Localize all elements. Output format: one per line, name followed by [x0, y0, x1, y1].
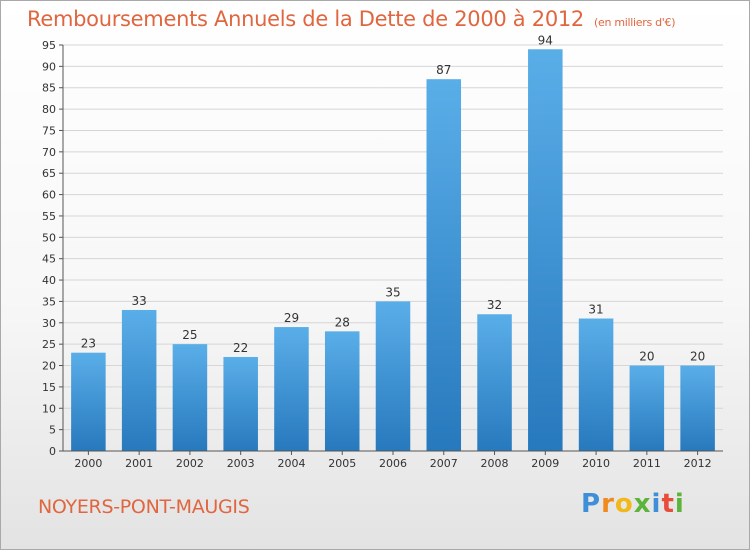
x-tick-label: 2006 [379, 457, 407, 470]
commune-name: NOYERS-PONT-MAUGIS [38, 496, 250, 518]
y-tick-label: 45 [42, 253, 56, 266]
logo-letter: r [601, 489, 615, 519]
chart-title: Remboursements Annuels de la Dette de 20… [27, 7, 675, 31]
x-tick-label: 2010 [582, 457, 610, 470]
y-tick-label: 25 [42, 338, 56, 351]
y-tick-label: 65 [42, 167, 56, 180]
bar[interactable] [477, 314, 512, 451]
bar[interactable] [324, 331, 360, 451]
bar-value-label: 29 [284, 311, 299, 325]
y-tick-label: 50 [42, 231, 56, 244]
x-tick-label: 2005 [328, 457, 356, 470]
x-tick-label: 2001 [125, 457, 153, 470]
x-tick-label: 2000 [74, 457, 102, 470]
bar[interactable] [121, 309, 157, 451]
bar-value-label: 22 [233, 341, 248, 355]
y-tick-label: 10 [42, 402, 56, 415]
logo-letter: i [674, 489, 685, 519]
chart-title-text: Remboursements Annuels de la Dette de 20… [27, 7, 584, 31]
bar-value-label: 32 [487, 298, 502, 312]
logo-letter: o [614, 489, 634, 519]
bar[interactable] [71, 352, 106, 451]
logo-letter: i [651, 489, 662, 519]
y-tick-label: 35 [42, 295, 56, 308]
chart-unit: (en milliers d'€) [594, 16, 676, 29]
y-tick-label: 85 [42, 82, 56, 95]
bar-value-label: 35 [385, 285, 400, 299]
logo-letter: P [581, 489, 602, 519]
y-tick-label: 90 [42, 60, 56, 73]
y-tick-label: 30 [42, 317, 56, 330]
x-tick-label: 2012 [684, 457, 712, 470]
proxiti-logo[interactable]: Proxiti [581, 489, 685, 519]
x-tick-label: 2002 [176, 457, 204, 470]
x-tick-label: 2011 [633, 457, 661, 470]
y-tick-label: 40 [42, 274, 56, 287]
y-tick-label: 0 [49, 445, 56, 458]
bar[interactable] [172, 344, 208, 451]
y-tick-label: 15 [42, 381, 56, 394]
y-tick-label: 5 [49, 424, 56, 437]
bar[interactable] [223, 356, 258, 451]
logo-letter: t [661, 489, 675, 519]
bar-value-label: 87 [436, 63, 451, 77]
bar-value-label: 20 [639, 350, 654, 364]
x-tick-label: 2009 [531, 457, 559, 470]
bar-value-label: 94 [538, 33, 553, 47]
bar-value-label: 28 [335, 315, 350, 329]
bar[interactable] [629, 365, 665, 451]
bar-value-label: 25 [182, 328, 197, 342]
x-tick-label: 2007 [430, 457, 458, 470]
y-tick-label: 55 [42, 210, 56, 223]
bar-value-label: 31 [588, 303, 603, 317]
x-tick-label: 2008 [481, 457, 509, 470]
bar-value-label: 33 [132, 294, 147, 308]
logo-letter: x [633, 489, 652, 519]
bar[interactable] [274, 327, 309, 451]
y-tick-label: 60 [42, 189, 56, 202]
x-axis: 2000 2001 2002 2003 2004 2005 2006 2007 2008 2009… [63, 450, 723, 470]
bar[interactable] [426, 79, 462, 451]
y-tick-label: 75 [42, 124, 56, 137]
bar[interactable] [680, 365, 715, 451]
bar-value-label: 20 [690, 350, 705, 364]
bar[interactable] [375, 301, 411, 451]
bars: 23 33 25 22 29 28 35 87 32 94 31 20 20 [71, 33, 715, 452]
bar-value-label: 23 [81, 337, 96, 351]
x-tick-label: 2003 [227, 457, 255, 470]
y-tick-label: 80 [42, 103, 56, 116]
bar[interactable] [528, 49, 563, 452]
x-tick-label: 2004 [277, 457, 305, 470]
bar[interactable] [578, 318, 614, 451]
y-tick-label: 95 [42, 39, 56, 52]
y-tick-label: 70 [42, 146, 56, 159]
y-axis: 0 5 10 15 20 25 30 35 40 45 50 55 60 65 70 75 80 85 90 95 [42, 39, 64, 458]
y-tick-label: 20 [42, 360, 56, 373]
